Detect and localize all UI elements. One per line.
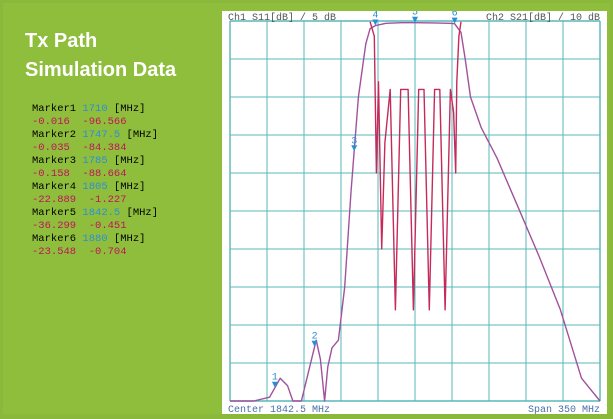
marker-unit: [MHz]	[120, 207, 159, 219]
title-line-1: Tx Path	[25, 30, 98, 52]
marker-s11-value: -0.035	[32, 142, 70, 154]
marker-s21-value: -88.664	[69, 168, 127, 180]
marker-unit: [MHz]	[107, 181, 146, 193]
plot-area: Ch1 S11[dB] / 5 dB Ch2 S21[dB] / 10 dB 1…	[222, 8, 607, 416]
marker-name: Marker1	[32, 103, 77, 115]
marker-s11-value: -0.016	[32, 116, 70, 128]
marker-s21-value: -0.451	[76, 220, 127, 232]
s-parameter-chart: Ch1 S11[dB] / 5 dB Ch2 S21[dB] / 10 dB 1…	[222, 8, 607, 416]
marker-pointer	[412, 16, 418, 23]
span-label: Span 350 MHz	[528, 405, 600, 414]
marker-frequency: 1842.5	[76, 207, 121, 219]
marker-number-label: 5	[412, 11, 418, 19]
marker-readout-header: Marker4 1805 [MHz]	[32, 181, 212, 194]
marker-readout-values: -0.035 -84.384	[32, 142, 212, 155]
s21-trace	[230, 21, 601, 402]
marker-readout-values: -0.016 -96.566	[32, 116, 212, 129]
marker-name: Marker2	[32, 129, 77, 141]
marker-s21-value: -84.384	[69, 142, 127, 154]
marker-pointer	[311, 340, 318, 347]
marker-name: Marker5	[32, 207, 77, 219]
marker-frequency: 1785	[76, 155, 108, 167]
marker-group: 1 2 3 4 5 6	[271, 8, 458, 388]
marker-s21-value: -1.227	[76, 194, 127, 206]
marker-s11-value: -36.299	[32, 220, 77, 232]
marker-readout-header: Marker3 1785 [MHz]	[32, 155, 212, 168]
marker-name: Marker4	[32, 181, 77, 193]
marker-frequency: 1747.5	[76, 129, 121, 141]
marker-readout-header: Marker2 1747.5 [MHz]	[32, 129, 212, 142]
marker-unit: [MHz]	[107, 155, 146, 167]
channel1-header: Ch1 S11[dB] / 5 dB	[228, 12, 336, 24]
s11-trace	[369, 21, 462, 311]
marker-frequency: 1710	[76, 103, 108, 115]
marker-number-label: 6	[452, 11, 458, 20]
marker-name: Marker6	[32, 233, 77, 245]
marker-pointer	[451, 17, 458, 24]
marker-name: Marker3	[32, 155, 77, 167]
trace-group	[230, 21, 601, 402]
marker-unit: [MHz]	[107, 233, 146, 245]
marker-unit: [MHz]	[107, 103, 146, 115]
marker-readout-values: -22.889 -1.227	[32, 194, 212, 207]
title-line-2: Simulation Data	[25, 59, 177, 81]
center-frequency-label: Center 1842.5 MHz	[228, 405, 330, 414]
marker-pointer	[372, 19, 379, 26]
marker-s11-value: -22.889	[32, 194, 77, 206]
figure-title: Tx Path Simulation Data	[25, 27, 176, 85]
marker-number-label: 2	[312, 332, 318, 343]
marker-frequency: 1880	[76, 233, 108, 245]
marker-unit: [MHz]	[120, 129, 159, 141]
marker-pointer	[271, 381, 278, 388]
marker-number-label: 4	[372, 11, 378, 22]
marker-s21-value: -96.566	[69, 116, 127, 128]
marker-readout-values: -0.158 -88.664	[32, 168, 212, 181]
marker-number-label: 1	[272, 373, 278, 384]
marker-readout-list: Marker1 1710 [MHz] -0.016 -96.566 Marker2 …	[32, 103, 212, 259]
marker-number-label: 3	[351, 136, 357, 147]
marker-s11-value: -0.158	[32, 168, 70, 180]
marker-frequency: 1805	[76, 181, 108, 193]
marker-s11-value: -23.548	[32, 246, 77, 258]
marker-readout-values: -23.548 -0.704	[32, 246, 212, 259]
channel2-header: Ch2 S21[dB] / 10 dB	[486, 12, 600, 24]
marker-readout-header: Marker5 1842.5 [MHz]	[32, 207, 212, 220]
marker-readout-header: Marker6 1880 [MHz]	[32, 233, 212, 246]
marker-readout-values: -36.299 -0.451	[32, 220, 212, 233]
marker-readout-header: Marker1 1710 [MHz]	[32, 103, 212, 116]
marker-s21-value: -0.704	[76, 246, 127, 258]
marker-pointer	[351, 145, 358, 152]
